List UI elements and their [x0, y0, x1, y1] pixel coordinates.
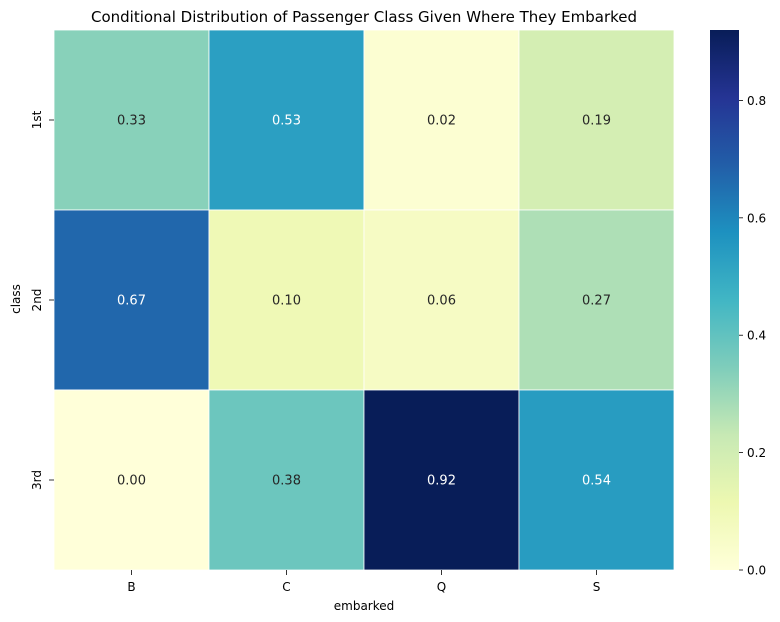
x-tick-label: B	[127, 580, 135, 594]
cell-value-label: 0.06	[427, 294, 456, 309]
colorbar: 0.0 0.2 0.4 0.6 0.8	[710, 30, 766, 578]
cell-value-label: 0.02	[427, 114, 456, 129]
cell-value-label: 0.67	[117, 294, 146, 309]
cell-value-label: 0.33	[117, 114, 146, 129]
cell-value-label: 0.10	[272, 294, 301, 309]
y-axis: 1st 2nd 3rd	[30, 110, 54, 490]
cell-value-label: 0.92	[427, 474, 456, 489]
heatmap-cell	[208, 29, 365, 211]
cell-value-label: 0.53	[272, 114, 301, 129]
cell-value-label: 0.00	[117, 474, 146, 489]
y-tick-label: 1st	[30, 110, 44, 129]
colorbar-ticks: 0.0 0.2 0.4 0.6 0.8	[739, 94, 766, 578]
colorbar-tick-label: 0.8	[747, 94, 766, 108]
heatmap-cell	[518, 29, 675, 211]
cell-value-label: 0.38	[272, 474, 301, 489]
y-axis-label: class	[9, 284, 23, 314]
heatmap-cell	[53, 29, 210, 211]
heatmap-cell-labels: 0.33 0.53 0.02 0.19 0.67 0.10 0.06 0.27 0.00 0.38…	[117, 114, 611, 489]
heatmap-cells	[53, 29, 675, 571]
cell-value-label: 0.19	[582, 114, 611, 129]
cell-value-label: 0.27	[582, 294, 611, 309]
cell-value-label: 0.54	[582, 474, 611, 489]
y-tick-label: 2nd	[30, 289, 44, 312]
heatmap-cell	[518, 209, 675, 391]
colorbar-tick-label: 0.0	[747, 564, 766, 578]
x-tick-label: S	[593, 580, 601, 594]
colorbar-tick-label: 0.4	[747, 329, 766, 343]
x-tick-label: C	[282, 580, 290, 594]
heatmap-cell	[208, 209, 365, 391]
y-tick-label: 3rd	[30, 470, 44, 490]
heatmap-cell	[363, 29, 520, 211]
x-axis-label: embarked	[334, 599, 395, 613]
heatmap-cell	[53, 209, 210, 391]
colorbar-gradient	[710, 30, 739, 570]
heatmap-cell	[518, 389, 675, 571]
heatmap-cell	[363, 209, 520, 391]
colorbar-tick-label: 0.2	[747, 446, 766, 460]
heatmap-cell	[208, 389, 365, 571]
x-tick-label: Q	[437, 580, 446, 594]
colorbar-tick-label: 0.6	[747, 211, 766, 225]
chart-title: Conditional Distribution of Passenger Cl…	[91, 8, 637, 26]
